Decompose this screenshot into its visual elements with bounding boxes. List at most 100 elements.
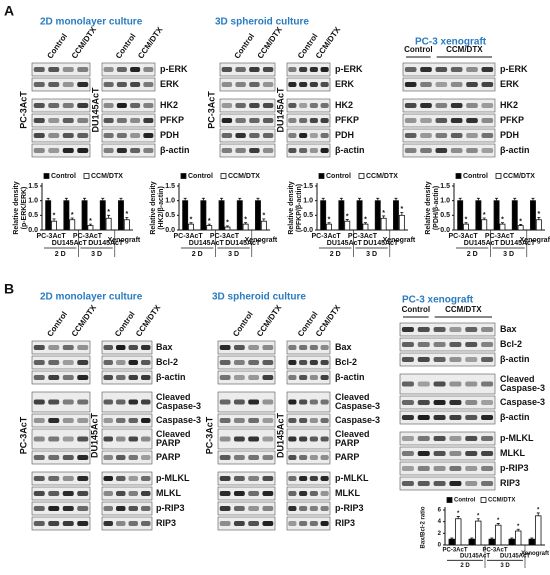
blot-band [449, 342, 462, 347]
blot-band [320, 345, 329, 350]
legend-label: Control [188, 173, 213, 180]
blot-band [116, 82, 127, 87]
x-tick-label: PC-3AcT [449, 233, 479, 240]
row-label: Bcl-2 [335, 357, 357, 367]
blot-band [235, 148, 246, 153]
x-tick-label: DU145AcT [460, 554, 490, 560]
blot-strip [31, 113, 91, 128]
blot-band [103, 521, 113, 526]
group-label: 3 D [503, 251, 514, 258]
significance-marker: * [262, 213, 265, 220]
blot-band [320, 133, 329, 138]
blot-band [143, 148, 154, 153]
blot-band [417, 342, 430, 347]
blot-band [33, 521, 45, 526]
blot-strip [101, 128, 156, 143]
x-tick-label: PC-3AcT [312, 233, 342, 240]
blot-band [33, 67, 45, 72]
y-tick-label: 1.0 [440, 198, 450, 205]
bar [511, 200, 518, 231]
blot-band [221, 103, 233, 108]
bar [455, 518, 462, 546]
blot-band [128, 360, 138, 365]
blot-strip [217, 450, 276, 465]
blot-band [262, 103, 274, 108]
bar [495, 524, 502, 546]
blot-band [128, 455, 138, 460]
blot-band [233, 491, 245, 496]
blot-band [103, 103, 114, 108]
row-label: PARP [335, 452, 359, 462]
blot-band [219, 455, 231, 460]
blot-band [62, 375, 74, 380]
blot-band [449, 466, 462, 471]
blot-band [48, 491, 60, 496]
group-label: 2 D [330, 251, 341, 258]
row-label: MLKL [335, 488, 360, 498]
error-bar [70, 217, 74, 220]
blot-band [309, 476, 318, 481]
error-bar [400, 212, 404, 216]
blot-band [48, 375, 60, 380]
x-tick-label: DU145AcT [500, 554, 530, 560]
row-label: p-RIP3 [335, 503, 364, 513]
blot-band [401, 415, 414, 420]
blot-band [262, 455, 274, 460]
blot-band [288, 82, 297, 87]
blot-band [288, 436, 297, 442]
blot-band [309, 418, 318, 423]
blot-strip [286, 355, 331, 370]
blot-band [262, 345, 274, 350]
blot-strip [399, 476, 496, 491]
blot-band [62, 418, 74, 423]
blot-strip [101, 428, 153, 450]
column-label: Control [402, 305, 430, 314]
blot-band [128, 345, 138, 350]
legend-label: Control [51, 173, 76, 180]
blot-band [404, 67, 417, 72]
x-tick-label: PC-3AcT [73, 233, 103, 240]
blot-band [449, 327, 462, 332]
blot-band [309, 375, 318, 380]
blot-band [233, 345, 245, 350]
column-label: CCM/DTX [446, 45, 483, 54]
blot-band [320, 476, 329, 481]
blot-band [77, 491, 89, 496]
bar [63, 200, 70, 231]
blot-band [320, 82, 329, 87]
row-label: p-RIP3 [156, 503, 185, 513]
blot-band [219, 491, 231, 496]
blot-band [103, 418, 113, 423]
blot-band [233, 455, 245, 460]
group-label: 3 D [228, 251, 239, 258]
blot-band [33, 133, 45, 138]
y-tick-label: 0.5 [28, 212, 38, 219]
y-tick-label: 1.0 [303, 198, 313, 205]
blot-strip [286, 128, 331, 143]
error-bar [458, 197, 462, 201]
row-label: β-actin [160, 145, 190, 155]
bar [81, 200, 88, 231]
blot-band [433, 415, 446, 420]
x-tick-label: DU145AcT [225, 240, 261, 247]
blot-strip [219, 62, 276, 77]
blot-band [320, 418, 329, 423]
blot-band [417, 466, 430, 471]
bar [393, 200, 399, 231]
blot-band [62, 82, 74, 87]
row-label: Caspase-3 [156, 415, 201, 425]
row-label: Caspase-3 [500, 383, 545, 393]
blot-band [320, 148, 329, 153]
bar [499, 223, 506, 231]
column-label: CCM/DTX [70, 303, 99, 339]
group-label: 2 D [460, 563, 470, 569]
blot-band [288, 103, 297, 108]
blot-band [481, 400, 494, 405]
bar [344, 220, 351, 231]
blot-band [449, 381, 462, 387]
blot-band [48, 118, 60, 123]
blot-strip [286, 62, 331, 77]
x-tick-label: DU145AcT [464, 240, 500, 247]
blot-band [62, 399, 74, 405]
blot-strip [101, 143, 156, 158]
